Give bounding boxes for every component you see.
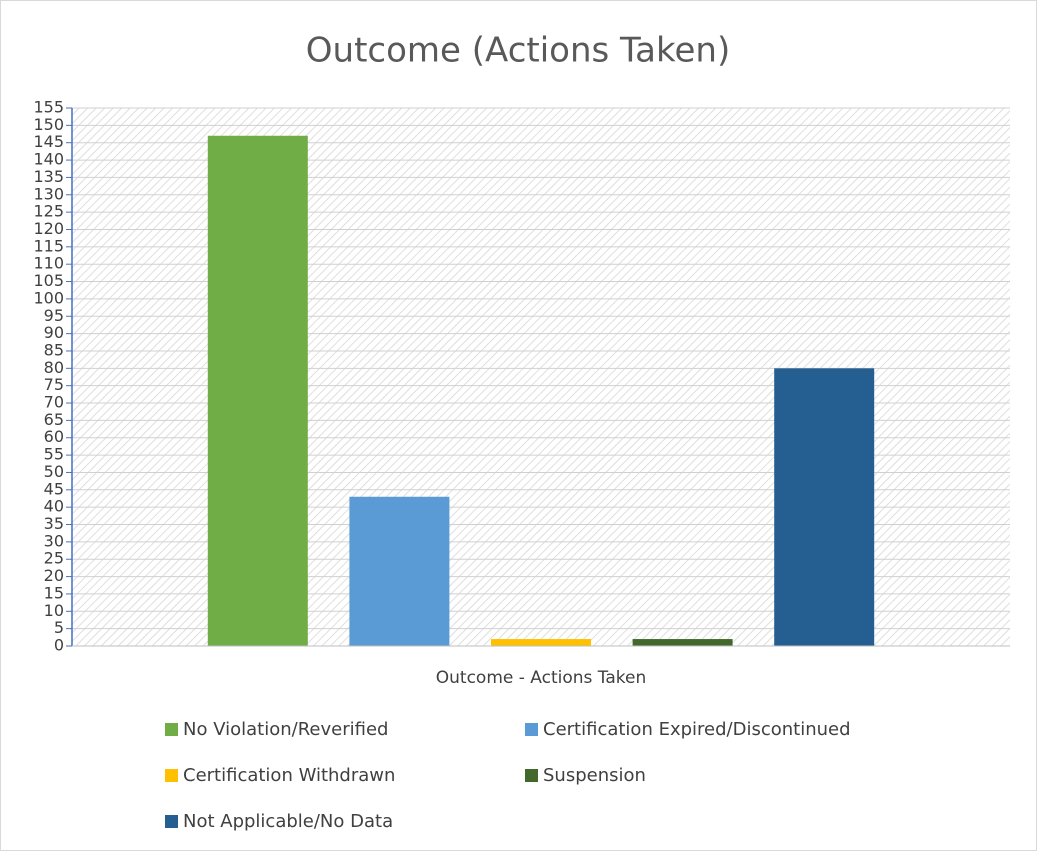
chart-title: Outcome (Actions Taken) <box>306 31 730 71</box>
legend-label: Certification Expired/Discontinued <box>543 719 851 740</box>
y-tick-label: 70 <box>44 393 64 412</box>
y-tick-label: 80 <box>44 358 64 377</box>
legend-label: Suspension <box>543 765 646 786</box>
y-tick-label: 25 <box>44 549 64 568</box>
y-tick-label: 95 <box>44 306 64 325</box>
y-tick-label: 145 <box>33 132 64 151</box>
y-tick-label: 15 <box>44 583 64 602</box>
bar <box>632 639 733 646</box>
y-tick-label: 140 <box>33 150 64 169</box>
y-tick-label: 120 <box>33 219 64 238</box>
y-tick-label: 90 <box>44 323 64 342</box>
y-tick-label: 135 <box>33 167 64 186</box>
legend-swatch <box>525 769 538 782</box>
y-tick-label: 115 <box>33 236 64 255</box>
y-tick-label: 5 <box>54 618 64 637</box>
y-tick-label: 110 <box>33 254 64 273</box>
y-tick-label: 100 <box>33 288 64 307</box>
legend-swatch <box>165 815 178 828</box>
y-tick-label: 155 <box>33 98 64 117</box>
y-tick-label: 45 <box>44 479 64 498</box>
y-tick-label: 65 <box>44 410 64 429</box>
y-tick-label: 10 <box>44 601 64 620</box>
y-tick-label: 0 <box>54 636 64 655</box>
bar <box>207 135 308 646</box>
x-tick-label: Outcome - Actions Taken <box>436 668 647 688</box>
y-tick-label: 30 <box>44 531 64 550</box>
bar <box>774 368 875 646</box>
y-tick-label: 125 <box>33 202 64 221</box>
y-tick-label: 50 <box>44 462 64 481</box>
y-tick-label: 150 <box>33 115 64 134</box>
y-tick-label: 130 <box>33 184 64 203</box>
y-tick-label: 40 <box>44 497 64 516</box>
legend-label: Not Applicable/No Data <box>183 811 393 832</box>
bar <box>349 496 450 646</box>
legend-swatch <box>165 723 178 736</box>
bar <box>491 639 591 646</box>
y-tick-label: 60 <box>44 427 64 446</box>
y-tick-label: 105 <box>33 271 64 290</box>
legend-label: Certification Withdrawn <box>183 765 395 786</box>
legend-swatch <box>525 723 538 736</box>
y-tick-label: 85 <box>44 340 64 359</box>
y-tick-label: 35 <box>44 514 64 533</box>
legend-label: No Violation/Reverified <box>183 719 388 740</box>
y-tick-label: 75 <box>44 375 64 394</box>
y-tick-label: 55 <box>44 445 64 464</box>
y-tick-label: 20 <box>44 566 64 585</box>
legend-swatch <box>165 769 178 782</box>
